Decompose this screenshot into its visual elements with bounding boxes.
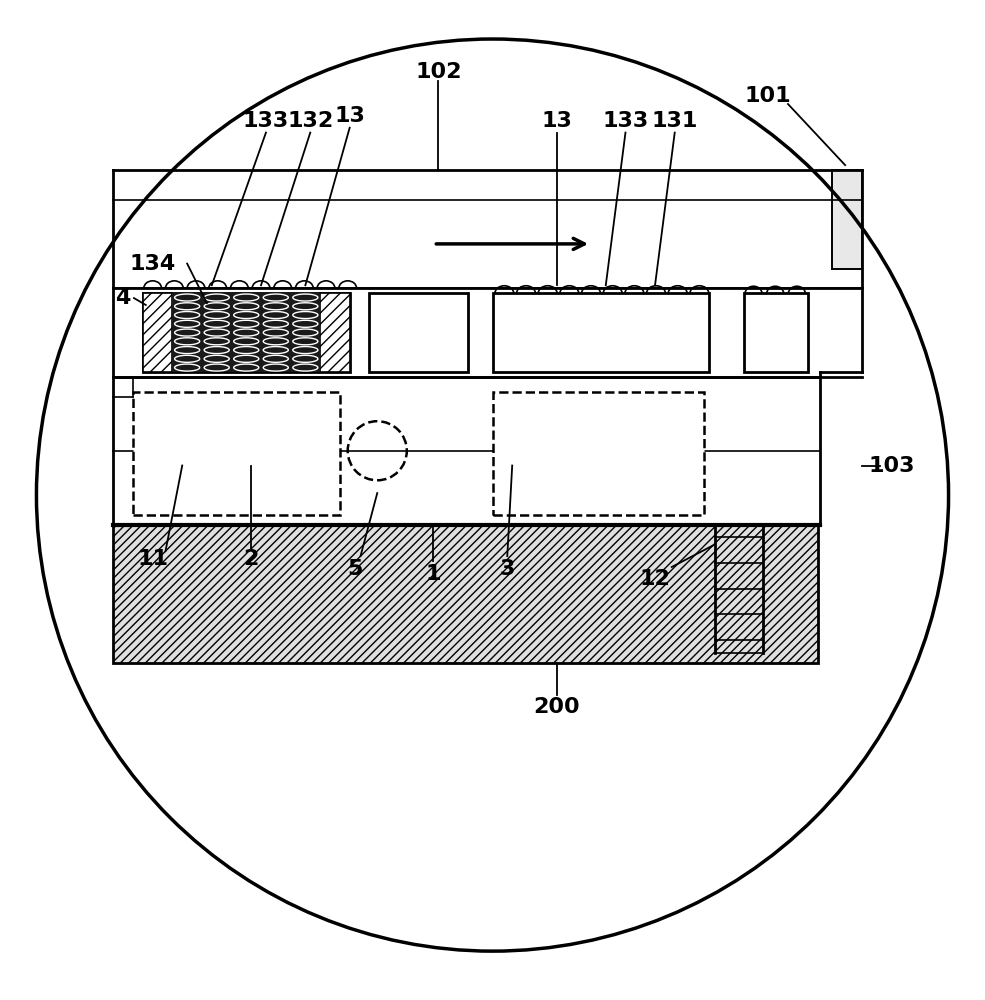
- Text: 103: 103: [868, 456, 915, 476]
- Bar: [744, 293, 808, 372]
- Bar: [291, 293, 320, 372]
- Bar: [113, 200, 862, 288]
- Text: 3: 3: [499, 559, 515, 579]
- Bar: [492, 392, 704, 515]
- Bar: [320, 293, 350, 372]
- Bar: [133, 392, 340, 515]
- Bar: [143, 293, 350, 372]
- Bar: [492, 293, 709, 372]
- Text: 4: 4: [115, 288, 131, 308]
- Text: 1: 1: [426, 564, 441, 584]
- Bar: [143, 293, 172, 372]
- Bar: [369, 293, 468, 372]
- Bar: [832, 170, 862, 269]
- Bar: [113, 525, 818, 663]
- Text: 132: 132: [288, 111, 333, 131]
- Bar: [202, 293, 231, 372]
- Circle shape: [36, 39, 949, 951]
- Text: 134: 134: [130, 254, 175, 274]
- Text: 133: 133: [243, 111, 289, 131]
- Text: 12: 12: [639, 569, 671, 589]
- Text: 11: 11: [137, 549, 168, 569]
- Text: 200: 200: [533, 697, 580, 717]
- Bar: [113, 377, 820, 525]
- Text: 131: 131: [651, 111, 698, 131]
- Bar: [172, 293, 202, 372]
- Circle shape: [36, 39, 949, 951]
- Text: 13: 13: [541, 111, 572, 131]
- Text: 5: 5: [347, 559, 362, 579]
- Bar: [231, 293, 261, 372]
- Text: 102: 102: [415, 62, 462, 82]
- Text: 133: 133: [603, 111, 648, 131]
- Text: 13: 13: [334, 106, 365, 126]
- Bar: [261, 293, 291, 372]
- Text: 101: 101: [745, 86, 792, 106]
- Text: 2: 2: [243, 549, 259, 569]
